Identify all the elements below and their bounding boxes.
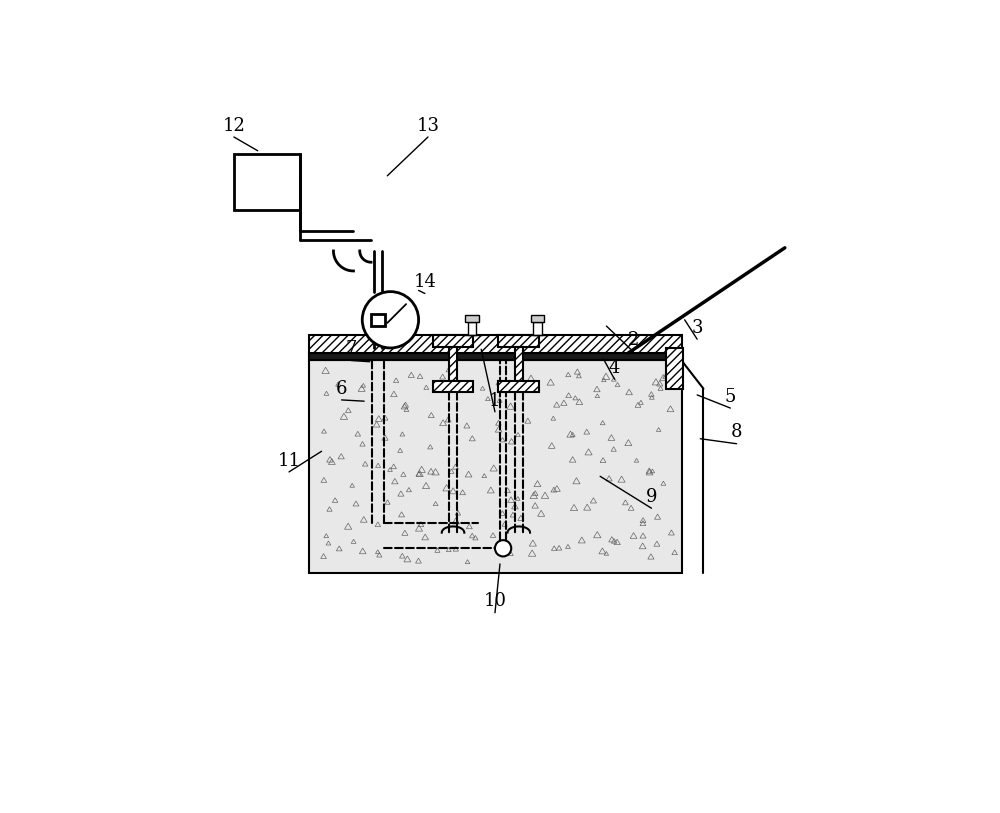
Bar [309, 360, 682, 573]
Text: 13: 13 [416, 117, 439, 135]
Bar [465, 315, 479, 322]
Text: 6: 6 [336, 380, 347, 398]
Bar [371, 314, 385, 326]
Bar [498, 336, 539, 346]
Bar [449, 346, 457, 381]
Bar [433, 336, 473, 346]
Bar [515, 346, 523, 381]
Text: 12: 12 [222, 117, 245, 135]
Text: 1: 1 [489, 392, 501, 410]
Text: 14: 14 [413, 273, 436, 291]
Circle shape [495, 540, 511, 556]
Text: 10: 10 [483, 593, 506, 611]
Bar [309, 336, 682, 353]
Text: 3: 3 [691, 319, 703, 337]
Bar [234, 154, 300, 211]
Text: 11: 11 [278, 452, 301, 470]
Bar [468, 322, 476, 336]
Text: 4: 4 [609, 359, 620, 377]
Bar [498, 381, 539, 393]
Bar [531, 315, 544, 322]
Text: 2: 2 [628, 332, 639, 350]
Text: 7: 7 [345, 340, 357, 359]
Bar [309, 353, 682, 360]
Circle shape [362, 292, 419, 348]
Bar [533, 322, 542, 336]
Text: 5: 5 [725, 388, 736, 406]
Bar [433, 381, 473, 393]
Text: 9: 9 [646, 488, 657, 506]
Bar [666, 348, 683, 389]
Text: 8: 8 [731, 424, 742, 441]
